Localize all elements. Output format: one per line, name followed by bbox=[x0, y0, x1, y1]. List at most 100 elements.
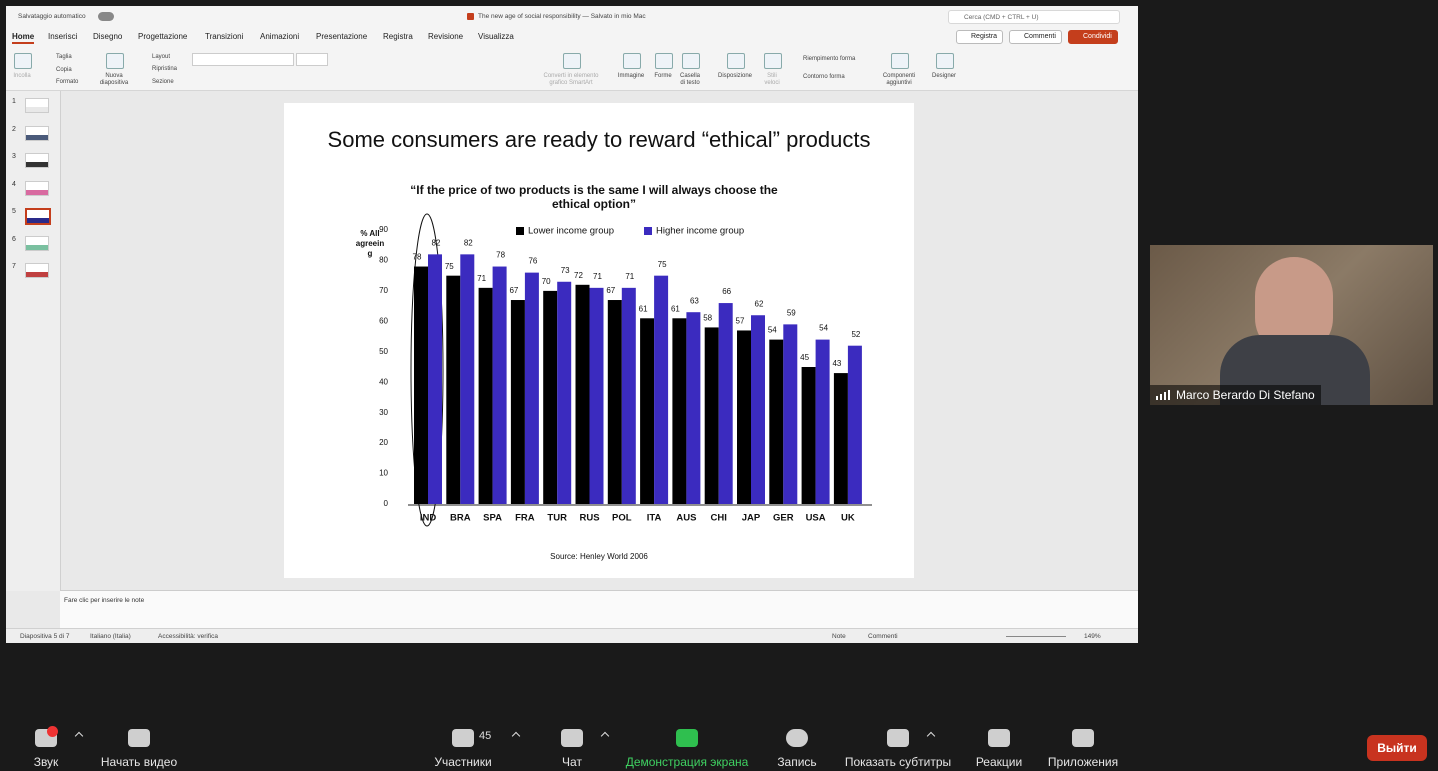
captions-icon[interactable] bbox=[887, 729, 909, 747]
bar bbox=[607, 300, 622, 504]
bar bbox=[492, 266, 507, 504]
thumbnail-number: 7 bbox=[12, 263, 16, 270]
ribbon: Incolla Taglia Copia Formato Nuova diapositi… bbox=[6, 45, 1138, 91]
slide-thumbnail[interactable] bbox=[25, 153, 49, 168]
search-box[interactable]: Cerca (CMD + CTRL + U) bbox=[948, 10, 1120, 24]
ribbon-icon[interactable] bbox=[936, 53, 954, 69]
x-tick-label: USA bbox=[806, 513, 826, 524]
ribbon-tab[interactable]: Transizioni bbox=[205, 32, 244, 41]
toolbar-label[interactable]: Чат bbox=[562, 755, 582, 769]
ribbon-tab[interactable]: Revisione bbox=[428, 32, 464, 41]
size-box[interactable] bbox=[296, 53, 328, 66]
record-icon[interactable] bbox=[786, 729, 808, 747]
value-label: 76 bbox=[528, 257, 537, 266]
leave-button[interactable]: Выйти bbox=[1367, 735, 1427, 761]
zoom-slider[interactable] bbox=[1006, 636, 1066, 637]
signal-icon bbox=[1156, 390, 1170, 400]
apps-icon[interactable] bbox=[1072, 729, 1094, 747]
slide-thumbnail[interactable] bbox=[25, 98, 49, 113]
font-box[interactable] bbox=[192, 53, 294, 66]
toolbar-label[interactable]: Приложения bbox=[1047, 755, 1119, 769]
ribbon-icon[interactable] bbox=[727, 53, 745, 69]
ribbon-tab[interactable]: Disegno bbox=[93, 32, 123, 41]
ribbon-icon[interactable] bbox=[764, 53, 782, 69]
slide-thumbnail[interactable] bbox=[25, 263, 49, 278]
action-button[interactable]: Condividi bbox=[1068, 30, 1118, 44]
thumbnail-number: 4 bbox=[12, 180, 16, 188]
x-tick-label: UK bbox=[841, 513, 855, 524]
ribbon-icon[interactable] bbox=[682, 53, 700, 69]
ribbon-icon[interactable] bbox=[623, 53, 641, 69]
value-label: 58 bbox=[703, 314, 712, 323]
value-label: 61 bbox=[671, 304, 680, 313]
toolbar-label[interactable]: Начать видео bbox=[100, 755, 178, 769]
slide-thumbnail[interactable] bbox=[25, 208, 51, 225]
status-item[interactable]: Note bbox=[832, 633, 846, 640]
action-button[interactable]: Commenti bbox=[1009, 30, 1062, 44]
ribbon-command[interactable]: Immagine bbox=[617, 73, 645, 79]
ribbon-icon[interactable] bbox=[655, 53, 673, 69]
ribbon-tab[interactable]: Inserisci bbox=[48, 32, 78, 41]
value-label: 45 bbox=[800, 353, 809, 362]
x-tick-label: TUR bbox=[547, 513, 567, 524]
ribbon-command[interactable]: Componenti aggiuntivi bbox=[882, 73, 916, 86]
y-tick-label: 80 bbox=[379, 256, 388, 265]
ribbon-command[interactable]: Sezione bbox=[152, 79, 174, 85]
ribbon-icon[interactable] bbox=[106, 53, 124, 69]
ribbon-command[interactable]: Layout bbox=[152, 54, 171, 60]
ribbon-command[interactable]: Contorno forma bbox=[803, 74, 845, 80]
ribbon-tab[interactable]: Visualizza bbox=[478, 32, 514, 41]
toolbar-label[interactable]: Демонстрация экрана bbox=[625, 755, 749, 769]
toolbar-label[interactable]: Участники bbox=[434, 755, 492, 769]
value-label: 63 bbox=[690, 296, 699, 305]
toolbar-label[interactable]: Звук bbox=[33, 755, 59, 769]
ribbon-command[interactable]: Casella di testo bbox=[679, 73, 700, 86]
ribbon-command[interactable]: Converti in elemento grafico SmartArt bbox=[543, 73, 599, 86]
chat-icon[interactable] bbox=[561, 729, 583, 747]
ribbon-tab[interactable]: Home bbox=[12, 32, 35, 44]
action-button[interactable]: Registra bbox=[956, 30, 1004, 44]
reactions-icon[interactable] bbox=[988, 729, 1010, 747]
video-off-icon[interactable] bbox=[128, 729, 150, 747]
y-tick-label: 10 bbox=[379, 469, 388, 478]
value-label: 78 bbox=[496, 251, 505, 260]
legend-swatch bbox=[644, 227, 652, 235]
ribbon-tab[interactable]: Progettazione bbox=[138, 32, 188, 41]
x-tick-label: GER bbox=[773, 513, 794, 524]
ribbon-command[interactable]: Forme bbox=[654, 73, 672, 79]
toolbar-label[interactable]: Запись bbox=[777, 755, 817, 769]
ribbon-command[interactable]: Stili veloci bbox=[764, 73, 780, 86]
notes-pane[interactable]: Fare clic per inserire le note bbox=[60, 590, 1138, 629]
ribbon-command[interactable]: Nuova diapositiva bbox=[99, 73, 129, 86]
ribbon-command[interactable]: Copia bbox=[56, 67, 72, 73]
status-item[interactable]: 149% bbox=[1084, 633, 1101, 640]
value-label: 71 bbox=[477, 274, 486, 283]
ribbon-command[interactable]: Disposizione bbox=[717, 73, 753, 79]
ribbon-command[interactable]: Incolla bbox=[13, 73, 31, 79]
ribbon-tab[interactable]: Registra bbox=[383, 32, 413, 41]
autosave-toggle[interactable] bbox=[98, 12, 114, 21]
mic-alert-badge bbox=[47, 726, 58, 737]
bar bbox=[428, 254, 442, 504]
participants-icon[interactable] bbox=[452, 729, 474, 747]
ribbon-icon[interactable] bbox=[14, 53, 32, 69]
toolbar-label[interactable]: Показать субтитры bbox=[844, 755, 952, 769]
ribbon-tab[interactable]: Presentazione bbox=[316, 32, 368, 41]
toolbar-label[interactable]: Реакции bbox=[975, 755, 1023, 769]
slide-thumbnail[interactable] bbox=[25, 235, 49, 251]
ribbon-command[interactable]: Formato bbox=[56, 79, 79, 85]
ribbon-command[interactable]: Riempimento forma bbox=[803, 56, 856, 62]
ribbon-command[interactable]: Ripristina bbox=[152, 66, 178, 72]
ribbon-tab[interactable]: Animazioni bbox=[260, 32, 300, 41]
bar bbox=[704, 327, 719, 504]
ribbon-command[interactable]: Designer bbox=[931, 73, 956, 79]
ribbon-icon[interactable] bbox=[563, 53, 581, 69]
ribbon-icon[interactable] bbox=[891, 53, 909, 69]
document-title: The new age of social responsibility — S… bbox=[478, 13, 646, 20]
share-screen-icon[interactable] bbox=[676, 729, 698, 747]
ribbon-tabs: Home Inserisci Disegno Progettazione Transiz… bbox=[6, 28, 1138, 45]
slide-thumbnail[interactable] bbox=[25, 125, 49, 141]
ribbon-command[interactable]: Taglia bbox=[56, 54, 72, 60]
status-item[interactable]: Commenti bbox=[868, 633, 898, 640]
slide-thumbnail[interactable] bbox=[25, 180, 49, 196]
